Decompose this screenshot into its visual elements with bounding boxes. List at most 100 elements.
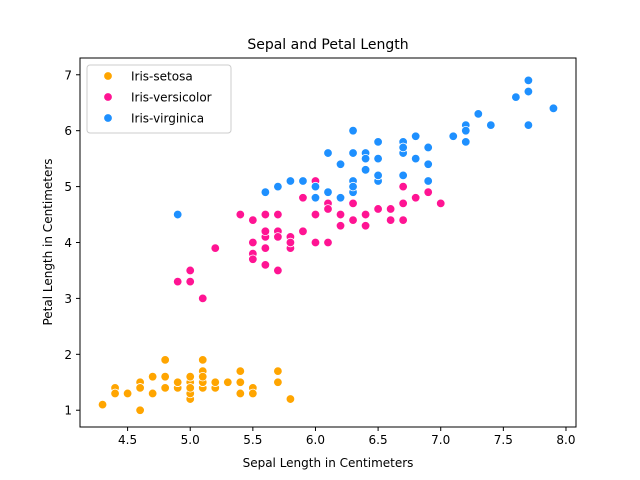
point-iris-setosa-15 — [273, 377, 283, 387]
point-iris-versicolor-37 — [348, 215, 358, 225]
point-iris-versicolor-19 — [260, 243, 271, 253]
point-iris-virginica-21 — [260, 187, 271, 197]
point-iris-virginica-5 — [511, 92, 521, 102]
x-axis-label: Sepal Length in Centimeters — [243, 456, 414, 470]
point-iris-virginica-12 — [410, 153, 421, 164]
point-iris-setosa-48 — [223, 377, 233, 387]
point-iris-virginica-39 — [423, 159, 433, 169]
point-iris-versicolor-5 — [273, 209, 283, 220]
point-iris-setosa-18 — [273, 366, 283, 376]
point-iris-versicolor-40 — [248, 215, 258, 225]
point-iris-virginica-31 — [548, 103, 559, 114]
point-iris-setosa-41 — [122, 388, 133, 399]
point-iris-versicolor-8 — [385, 204, 396, 214]
point-iris-virginica-36 — [348, 148, 358, 158]
point-iris-versicolor-44 — [260, 226, 271, 237]
point-iris-setosa-16 — [235, 388, 246, 399]
point-iris-versicolor-26 — [410, 193, 421, 203]
point-iris-virginica-37 — [360, 153, 371, 164]
legend: Iris-setosa Iris-versicolor Iris-virginica — [86, 64, 232, 134]
point-iris-virginica-27 — [323, 187, 333, 197]
legend-marker-iris-virginica — [103, 113, 113, 123]
point-iris-virginica-4 — [373, 137, 383, 147]
point-iris-versicolor-2 — [423, 187, 433, 197]
point-iris-versicolor-10 — [185, 265, 195, 276]
point-iris-versicolor-7 — [172, 276, 183, 287]
y-tick-label: 7 — [64, 68, 72, 82]
x-tick-label: 8.0 — [556, 433, 575, 447]
point-iris-versicolor-1 — [360, 209, 371, 220]
point-iris-setosa-42 — [110, 388, 120, 399]
y-tick-label: 6 — [64, 124, 72, 138]
point-iris-virginica-19 — [310, 181, 321, 192]
point-iris-virginica-30 — [486, 120, 496, 130]
legend-label-iris-setosa: Iris-setosa — [131, 70, 193, 84]
point-iris-setosa-37 — [172, 377, 183, 387]
point-iris-setosa-32 — [210, 377, 220, 387]
x-tick-label: 7.5 — [494, 433, 513, 447]
point-iris-virginica-20 — [423, 142, 433, 153]
point-iris-versicolor-0 — [436, 198, 446, 209]
point-iris-virginica-26 — [335, 193, 346, 203]
point-iris-setosa-24 — [160, 355, 170, 365]
point-iris-setosa-44 — [198, 355, 208, 365]
point-iris-versicolor-31 — [248, 254, 258, 264]
point-iris-versicolor-9 — [210, 243, 220, 253]
x-tick-label: 4.5 — [118, 433, 137, 447]
chart-title: Sepal and Petal Length — [247, 37, 408, 53]
point-iris-virginica-35 — [523, 120, 534, 130]
point-iris-setosa-46 — [198, 371, 208, 382]
point-iris-virginica-16 — [373, 153, 383, 164]
point-iris-versicolor-27 — [398, 181, 408, 192]
point-iris-versicolor-34 — [235, 209, 246, 220]
point-iris-virginica-18 — [523, 75, 534, 86]
point-iris-versicolor-12 — [310, 237, 321, 248]
point-iris-versicolor-49 — [273, 232, 283, 242]
point-iris-versicolor-20 — [298, 193, 308, 203]
point-iris-virginica-7 — [473, 109, 484, 119]
point-iris-versicolor-6 — [348, 198, 358, 209]
legend-box — [86, 64, 232, 134]
legend-marker-iris-versicolor — [103, 92, 113, 102]
point-iris-virginica-13 — [273, 181, 283, 192]
point-iris-setosa-49 — [185, 383, 195, 393]
point-iris-versicolor-29 — [273, 265, 283, 276]
y-tick-label: 3 — [64, 292, 72, 306]
point-iris-versicolor-11 — [298, 226, 308, 237]
point-iris-setosa-36 — [248, 388, 258, 399]
x-axis: 4.5 5.0 5.5 6.0 6.5 7.0 7.5 8.0 — [118, 427, 576, 447]
points-layer — [97, 75, 559, 415]
point-iris-virginica-22 — [523, 86, 534, 97]
x-tick-label: 7.0 — [431, 433, 450, 447]
point-iris-virginica-48 — [335, 159, 346, 169]
x-tick-label: 6.0 — [306, 433, 325, 447]
point-iris-versicolor-47 — [335, 221, 346, 231]
point-iris-versicolor-39 — [248, 237, 258, 248]
point-iris-versicolor-18 — [335, 209, 346, 220]
point-iris-virginica-0 — [348, 125, 358, 136]
point-iris-virginica-47 — [373, 170, 383, 181]
point-iris-versicolor-16 — [260, 209, 271, 220]
point-iris-versicolor-48 — [198, 293, 208, 304]
point-iris-versicolor-36 — [398, 198, 408, 209]
y-tick-label: 4 — [64, 236, 72, 250]
point-iris-setosa-43 — [185, 371, 195, 382]
point-iris-virginica-38 — [310, 193, 321, 203]
point-iris-versicolor-35 — [310, 209, 321, 220]
point-iris-virginica-41 — [423, 176, 433, 186]
point-iris-setosa-29 — [147, 371, 158, 382]
point-iris-setosa-45 — [160, 383, 170, 393]
point-iris-versicolor-4 — [373, 204, 383, 214]
legend-label-iris-versicolor: Iris-versicolor — [131, 91, 212, 105]
point-iris-setosa-2 — [147, 388, 158, 399]
point-iris-virginica-29 — [461, 137, 471, 147]
legend-marker-iris-setosa — [103, 71, 113, 81]
point-iris-versicolor-21 — [323, 237, 333, 248]
x-tick-label: 5.0 — [181, 433, 200, 447]
point-iris-setosa-31 — [235, 377, 246, 387]
point-iris-virginica-49 — [298, 176, 308, 186]
point-iris-virginica-2 — [448, 131, 458, 141]
point-iris-setosa-22 — [135, 405, 145, 415]
point-iris-versicolor-14 — [260, 260, 271, 270]
